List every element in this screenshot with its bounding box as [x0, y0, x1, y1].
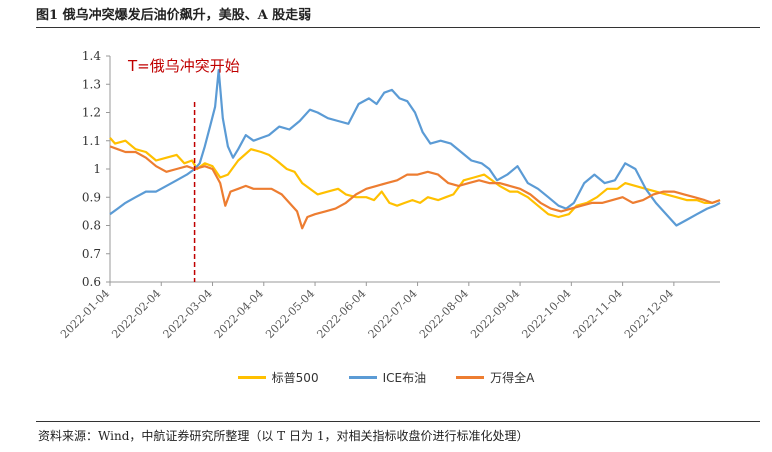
- chart-legend: 标普500 ICE布油 万得全A: [0, 369, 772, 386]
- series-line-0: [109, 137, 721, 219]
- y-tick-label: 1.1: [82, 134, 101, 148]
- y-tick-label: 0.8: [82, 219, 101, 233]
- x-tick-label: 2022-01-04: [58, 287, 112, 341]
- y-tick-label: 0.6: [82, 275, 101, 289]
- y-tick-label: 0.9: [82, 190, 101, 204]
- x-tick-label: 2022-05-04: [263, 287, 317, 341]
- source-note: 资料来源：Wind，中航证券研究所整理（以 T 日为 1，对相关指标收盘价进行标…: [38, 429, 529, 443]
- event-marker-label: T=俄乌冲突开始: [127, 57, 240, 75]
- x-tick-label: 2022-06-04: [314, 287, 368, 341]
- y-tick-label: 1: [93, 162, 101, 176]
- y-tick-label: 1.4: [82, 49, 101, 63]
- y-tick-label: 0.7: [82, 247, 101, 261]
- bottom-rule: [36, 421, 760, 422]
- y-tick-label: 1.2: [82, 106, 101, 120]
- series-line-2: [109, 145, 721, 230]
- y-tick-label: 1.3: [82, 77, 101, 91]
- annotation-layer: T=俄乌冲突开始: [127, 57, 240, 282]
- x-tick-label: 2022-08-04: [417, 287, 471, 341]
- legend-swatch-wind-a: [456, 376, 485, 379]
- chart-axes: 0.60.70.80.911.11.21.31.42022-01-042022-…: [58, 49, 720, 341]
- x-tick-label: 2022-11-04: [571, 287, 625, 341]
- x-tick-label: 2022-07-04: [366, 287, 420, 341]
- figure-title: 图1 俄乌冲突爆发后油价飙升，美股、A 股走弱: [36, 8, 312, 23]
- x-tick-label: 2022-09-04: [468, 287, 522, 341]
- legend-label-brent: ICE布油: [382, 371, 427, 385]
- x-tick-label: 2022-02-04: [109, 287, 163, 341]
- x-tick-label: 2022-04-04: [212, 287, 266, 341]
- series-layer: [109, 69, 721, 230]
- x-tick-label: 2022-03-04: [161, 287, 215, 341]
- x-tick-label: 2022-12-04: [622, 287, 676, 341]
- legend-item-wind-a: 万得全A: [456, 369, 534, 386]
- x-tick-label: 2022-10-04: [519, 287, 573, 341]
- legend-item-sp500: 标普500: [237, 369, 319, 386]
- series-line-1: [109, 69, 721, 227]
- legend-item-brent: ICE布油: [348, 369, 427, 386]
- legend-label-wind-a: 万得全A: [490, 371, 535, 385]
- top-rule: [36, 27, 760, 28]
- legend-label-sp500: 标普500: [271, 371, 319, 385]
- legend-swatch-sp500: [237, 376, 266, 379]
- legend-swatch-brent: [348, 376, 377, 379]
